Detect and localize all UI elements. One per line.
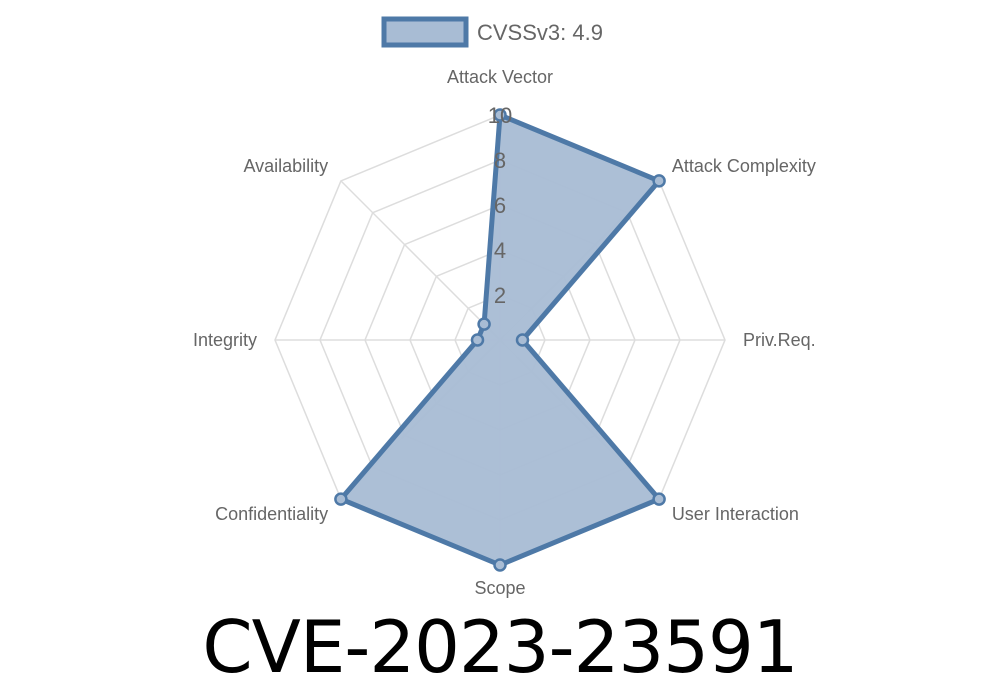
tick-label: 6: [494, 193, 506, 218]
tick-label: 10: [488, 103, 512, 128]
data-point: [493, 558, 507, 572]
tick-label: 4: [494, 238, 506, 263]
data-point: [334, 492, 348, 506]
axis-label: Attack Vector: [447, 67, 553, 87]
axis-label: Integrity: [193, 330, 257, 350]
radar-series: [334, 108, 666, 572]
axis-label: Priv.Req.: [743, 330, 816, 350]
data-point: [652, 492, 666, 506]
radial-ticks: 2 4 6 8 10: [488, 103, 512, 308]
axis-label: User Interaction: [672, 504, 799, 524]
data-point: [477, 317, 491, 331]
axis-label: Confidentiality: [215, 504, 328, 524]
axis-label: Availability: [243, 156, 328, 176]
legend-swatch: [381, 16, 469, 48]
page-title: CVE-2023-23591: [202, 605, 798, 689]
data-point: [493, 108, 507, 122]
data-point: [652, 174, 666, 188]
data-point: [470, 333, 485, 347]
axis-label: Scope: [474, 578, 525, 598]
grid-spoke: [340, 180, 501, 341]
tick-label: 2: [494, 283, 506, 308]
axis-labels: Attack Vector Attack Complexity Priv.Req. U…: [193, 67, 816, 598]
axis-label: Attack Complexity: [672, 156, 816, 176]
data-point: [515, 333, 530, 347]
legend[interactable]: CVSSv3: 4.9: [381, 16, 603, 48]
legend-label: CVSSv3: 4.9: [477, 20, 603, 45]
tick-label: 8: [494, 148, 506, 173]
